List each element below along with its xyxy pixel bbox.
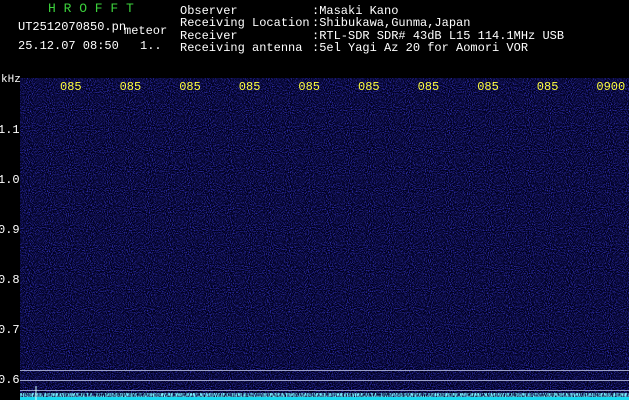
freq-label: 1.1 [0,123,20,137]
time-label: 085 [298,80,320,94]
time-label: 085 [60,80,82,94]
field-label: Observer [180,4,238,18]
time-label: 085 [238,80,261,94]
freq-label: 1.0 [0,173,20,187]
signal-trace [20,393,629,400]
field-value: :Masaki Kano [312,4,399,18]
time-label: 085 [477,80,499,94]
app-name: H R O F F T [48,1,134,16]
signal-base [20,397,629,400]
field-label: Receiving Location [180,16,310,31]
field-label: Receiver [180,28,238,43]
time-label: 085 [358,80,380,94]
counter: 1.. [140,39,162,53]
time-label: 085 [417,80,440,94]
freq-label: 0.7 [0,323,20,337]
field-label: Receiving antenna [180,40,303,55]
field-value: :RTL-SDR SDR# 43dB L15 114.1MHz USB [312,28,565,43]
file-name: UT2512070850.pn [18,20,127,34]
time-label: 085 [536,80,559,94]
mode: meteor [124,24,168,38]
datetime: 25.12.07 08:50 [18,39,119,53]
field-value: :Shibukawa,Gunma,Japan [312,16,471,31]
waterfall-noise [20,78,629,400]
unit-label: kHz [1,74,21,86]
freq-label: 0.6 [0,373,20,387]
time-label: 085 [119,80,142,94]
freq-label: 0.9 [0,223,20,237]
time-label: 085 [179,80,201,94]
field-value: :5el Yagi Az 20 for Aomori VOR [312,40,529,55]
freq-label: 0.8 [0,273,20,287]
time-label: 0900 [596,80,626,94]
